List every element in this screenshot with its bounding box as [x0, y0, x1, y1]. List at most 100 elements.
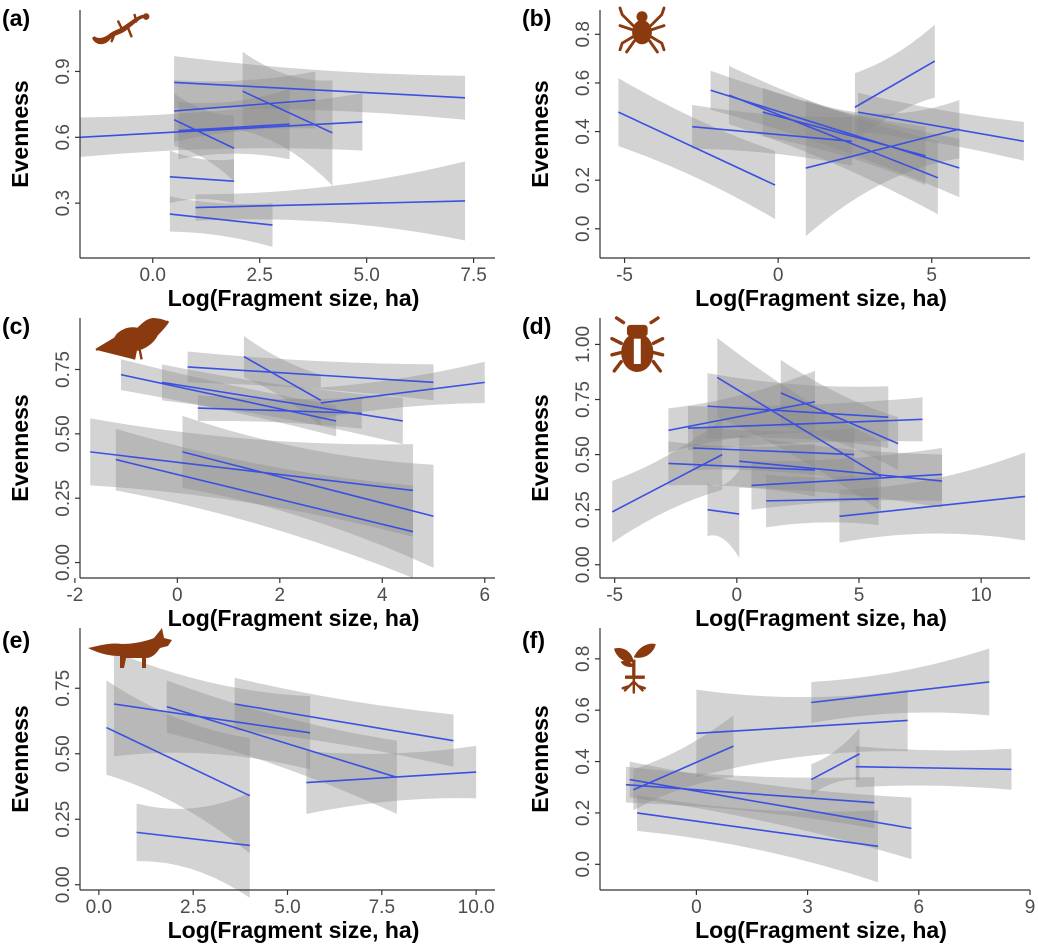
fit-line-7: [780, 392, 899, 445]
x-tick-label: 3: [802, 897, 813, 918]
x-tick-label: 6: [479, 585, 490, 606]
fit-line-7: [195, 200, 466, 209]
ci-band-12: [668, 370, 815, 453]
ci-band-6: [169, 150, 235, 204]
fit-line-1: [174, 81, 466, 99]
fit-line-7: [115, 458, 414, 533]
ci-band-1: [692, 104, 852, 166]
y-axis-title: Evenness: [7, 705, 33, 812]
ci-band-4: [717, 337, 881, 512]
fit-line-5: [320, 381, 485, 404]
ci-band-2: [710, 70, 960, 198]
x-tick-label: 4: [377, 585, 388, 606]
ci-band-4: [178, 89, 290, 160]
fit-line-2: [710, 89, 960, 169]
fit-line-2: [174, 99, 316, 112]
x-tick-label: 9: [1025, 897, 1036, 918]
ci-band-4: [197, 395, 362, 429]
fit-line-5: [136, 831, 250, 847]
y-tick-label: 0.2: [573, 167, 594, 193]
ci-band-6: [811, 728, 860, 795]
panel-letter: (a): [2, 5, 30, 31]
fit-line-0: [106, 726, 251, 797]
x-tick-label: -2: [66, 585, 83, 606]
fit-line-3: [728, 94, 939, 179]
fit-line-1: [687, 418, 923, 429]
x-tick-label: 5.0: [274, 897, 300, 918]
ci-band-3: [637, 794, 879, 883]
panel-a: 0.0 2.5 5.0 7.5 0.3 0.6 0.9 Log(Fragment size, …: [2, 5, 495, 311]
x-tick-label: 10.0: [458, 897, 495, 918]
fit-line-8: [169, 213, 273, 226]
fit-line-4: [197, 407, 362, 415]
y-tick-label: 0.6: [53, 124, 74, 150]
y-tick-label: 0.8: [573, 21, 594, 47]
fit-line-8: [182, 451, 434, 517]
fit-line-1: [629, 778, 912, 830]
beetle-icon: [610, 316, 665, 374]
fit-line-1: [692, 125, 852, 143]
ci-band-3: [243, 336, 321, 427]
y-tick-label: 0.75: [573, 381, 594, 418]
fit-line-7: [857, 111, 1024, 143]
ci-band-4: [762, 87, 926, 186]
x-tick-label: 5: [854, 585, 865, 606]
fit-line-2: [187, 366, 434, 384]
y-axis-title: Evenness: [527, 80, 553, 187]
y-tick-label: 0.4: [573, 118, 594, 145]
x-axis-title: Log(Fragment size, ha): [695, 605, 947, 631]
fit-line-6: [810, 753, 860, 781]
fit-line-6: [90, 451, 414, 492]
fit-line-1: [161, 381, 403, 422]
fit-line-5: [805, 128, 960, 169]
fit-line-6: [854, 60, 936, 108]
y-tick-label: 0.0: [573, 851, 594, 877]
x-tick-label: 0: [732, 585, 743, 606]
y-tick-label: 0.00: [573, 546, 594, 583]
x-tick-label: 0: [773, 265, 784, 286]
fit-line-0: [611, 453, 723, 513]
x-tick-label: 2.5: [246, 265, 272, 286]
y-tick-label: 0.00: [53, 544, 74, 581]
x-tick-label: 7.5: [369, 897, 395, 918]
x-axis-title: Log(Fragment size, ha): [695, 285, 947, 311]
x-tick-label: 0: [691, 897, 702, 918]
fit-line-3: [243, 355, 322, 402]
spider-icon: [618, 6, 666, 54]
x-tick-label: 0: [172, 585, 183, 606]
x-tick-label: 0.0: [86, 897, 112, 918]
ci-band-5: [136, 793, 250, 898]
ci-band-6: [751, 448, 943, 510]
lizard-icon: [90, 12, 151, 46]
y-axis-title: Evenness: [527, 394, 553, 501]
y-tick-label: 0.8: [573, 646, 594, 672]
ci-band-6: [90, 418, 414, 537]
ci-band-2: [187, 351, 434, 401]
y-tick-label: 0.50: [53, 415, 74, 452]
y-tick-label: 0.25: [53, 801, 74, 838]
x-tick-label: 2.5: [180, 897, 206, 918]
ci-band-10: [839, 452, 1026, 543]
y-axis-title: Evenness: [7, 394, 33, 501]
x-axis-title: Log(Fragment size, ha): [695, 917, 947, 943]
y-tick-label: 0.3: [53, 190, 74, 216]
fit-line-5: [811, 681, 990, 704]
fit-line-9: [766, 497, 879, 502]
fit-line-4: [696, 719, 908, 735]
ci-band-8: [182, 415, 434, 568]
y-tick-label: 0.25: [53, 480, 74, 517]
ci-band-7: [115, 428, 414, 578]
y-tick-label: 0.6: [573, 70, 594, 96]
fit-line-2: [633, 745, 734, 791]
fit-line-5: [173, 119, 235, 149]
fit-line-2: [692, 447, 855, 456]
x-tick-label: 10: [971, 585, 992, 606]
ci-band-0: [612, 419, 723, 543]
fit-line-5: [739, 460, 943, 482]
y-tick-label: 0.2: [573, 800, 594, 826]
y-tick-label: 0.00: [53, 866, 74, 903]
ci-band-11: [707, 470, 740, 559]
y-tick-label: 1.00: [573, 326, 594, 363]
fit-line-2: [166, 705, 398, 779]
